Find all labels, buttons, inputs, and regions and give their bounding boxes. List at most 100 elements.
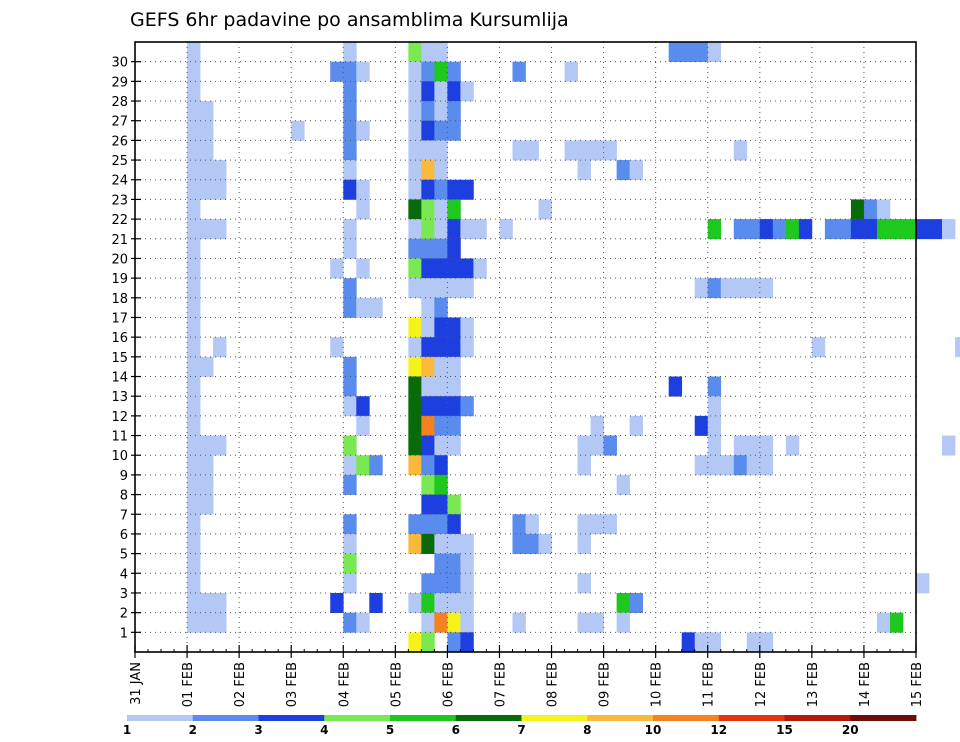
data-cell (408, 278, 422, 299)
data-cell (876, 612, 891, 633)
data-cell (421, 238, 435, 259)
data-cell (447, 337, 461, 358)
data-cell (421, 120, 435, 141)
data-cell (187, 258, 201, 279)
data-cell (434, 533, 448, 554)
data-cell (460, 632, 474, 653)
y-tick-label: 8 (120, 489, 128, 504)
data-cell (200, 455, 214, 476)
colorbar-swatch (455, 715, 522, 721)
data-cell (200, 219, 214, 240)
data-cell (343, 219, 357, 240)
data-cell (356, 612, 370, 633)
x-tick-label: 31 JAN (129, 662, 144, 705)
y-tick-label: 19 (111, 272, 128, 287)
data-cell (421, 42, 435, 63)
data-cell (447, 632, 461, 653)
data-cell (564, 140, 578, 161)
colorbar-label: 4 (320, 723, 328, 737)
data-cell (603, 435, 617, 456)
data-cell (447, 317, 461, 338)
data-cell (356, 455, 370, 476)
data-cell (759, 278, 774, 299)
data-cell (460, 337, 474, 358)
data-cell (434, 376, 448, 397)
data-cell (187, 533, 201, 554)
data-cell (916, 573, 930, 594)
data-cell (421, 435, 435, 456)
data-cell (343, 356, 357, 377)
data-cell (577, 514, 591, 535)
data-cell (733, 140, 748, 161)
data-cell (434, 219, 448, 240)
data-cell (942, 219, 956, 240)
data-cell (759, 219, 774, 240)
data-cell (187, 356, 201, 377)
data-cell (447, 278, 461, 299)
data-cell (187, 297, 201, 318)
colorbar-label: 6 (452, 723, 460, 737)
data-cell (343, 140, 357, 161)
data-cell (343, 81, 357, 102)
colorbar-label: 3 (254, 723, 262, 737)
y-tick-label: 9 (120, 469, 128, 484)
colorbar-swatch (324, 715, 391, 721)
x-tick-label: 06 FEB (441, 662, 456, 707)
data-cell (577, 533, 591, 554)
data-cell (187, 278, 201, 299)
data-cell (447, 81, 461, 102)
x-tick-label: 05 FEB (389, 662, 404, 707)
colorbar-label: 7 (517, 723, 525, 737)
y-tick-label: 11 (111, 430, 128, 445)
data-cell (343, 474, 357, 495)
data-cell (434, 474, 448, 495)
data-cell (187, 219, 201, 240)
x-tick-label: 07 FEB (493, 662, 508, 707)
data-cell (525, 533, 539, 554)
data-cell (447, 219, 461, 240)
data-cell (187, 317, 201, 338)
data-cell (421, 297, 435, 318)
data-cell (356, 396, 370, 417)
colorbar-swatch (587, 715, 654, 721)
data-cell (460, 553, 474, 574)
data-cell (421, 376, 435, 397)
data-cell (343, 160, 357, 181)
data-cell (343, 179, 357, 200)
data-cell (408, 238, 422, 259)
y-tick-label: 29 (111, 75, 128, 90)
data-cell (577, 160, 591, 181)
data-cell (876, 199, 891, 220)
data-cell (616, 592, 630, 613)
data-cell (421, 258, 435, 279)
data-cell (187, 415, 201, 436)
data-cell (200, 179, 214, 200)
data-cell (200, 612, 214, 633)
data-cell (330, 337, 344, 358)
data-cell (369, 297, 383, 318)
data-cell (343, 612, 357, 633)
plot-frame (134, 41, 917, 653)
colorbar-swatch (718, 715, 785, 721)
colorbar-swatch (850, 715, 917, 721)
data-cell (343, 120, 357, 141)
data-cell (473, 219, 487, 240)
data-cell (837, 219, 852, 240)
x-tick-label: 02 FEB (233, 662, 248, 707)
y-tick-label: 21 (111, 233, 128, 248)
data-cell (187, 435, 201, 456)
x-tick-label: 04 FEB (337, 662, 352, 707)
data-cell (447, 356, 461, 377)
colorbar-label: 1 (123, 723, 131, 737)
data-cell (421, 573, 435, 594)
data-cell (421, 160, 435, 181)
data-cell (929, 219, 943, 240)
data-cell (408, 455, 422, 476)
data-cell (421, 219, 435, 240)
data-cell (187, 553, 201, 574)
data-cell (343, 42, 357, 63)
data-cell (434, 278, 448, 299)
data-cell (434, 199, 448, 220)
data-cell (421, 592, 435, 613)
y-tick-label: 4 (120, 567, 128, 582)
